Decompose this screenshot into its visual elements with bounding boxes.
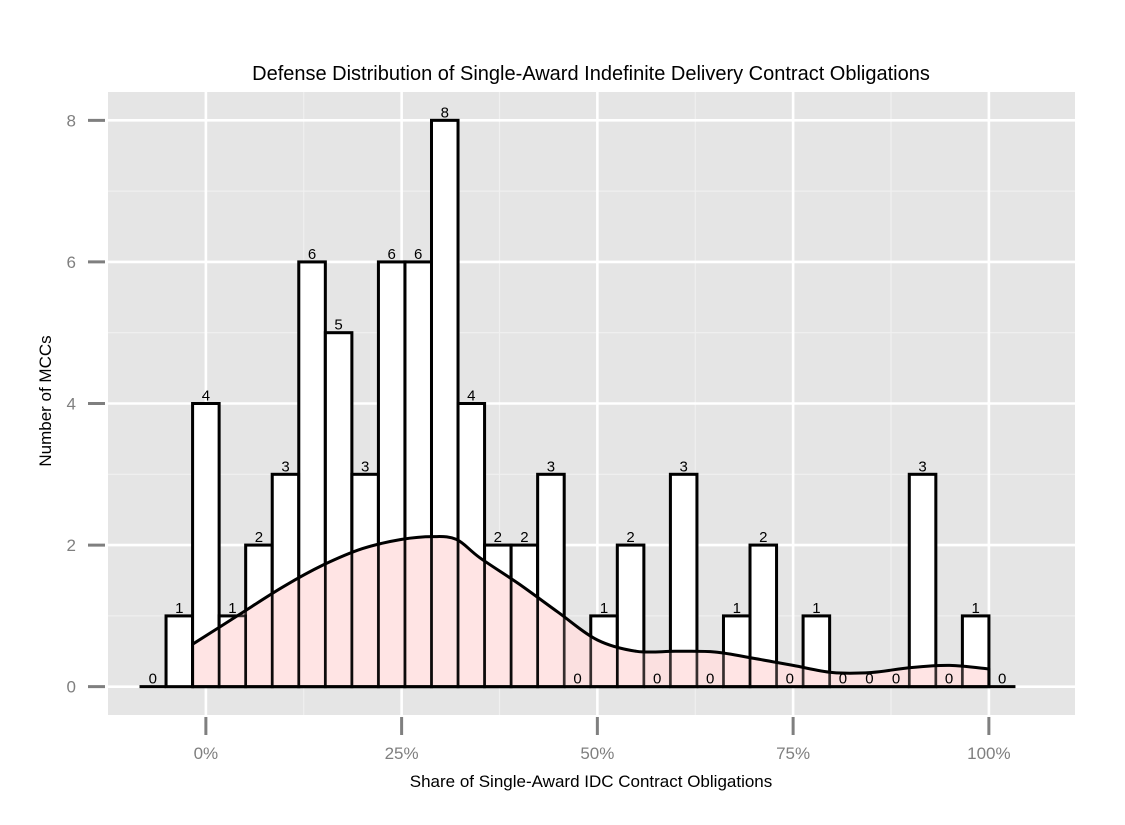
bar-count-label: 0 xyxy=(706,671,714,688)
histogram-bar xyxy=(164,614,195,689)
x-tick-label: 25% xyxy=(385,744,419,763)
bar-count-label: 5 xyxy=(334,317,342,334)
bar-count-label: 0 xyxy=(653,671,661,688)
density-area xyxy=(192,536,989,687)
bar-count-label: 1 xyxy=(971,600,979,617)
bar-count-label: 0 xyxy=(865,671,873,688)
bar-count-label: 0 xyxy=(573,671,581,688)
y-tick-label: 6 xyxy=(67,253,76,272)
bar-count-label: 4 xyxy=(467,388,475,405)
chart-title: Defense Distribution of Single-Award Ind… xyxy=(252,63,930,85)
histogram-bar-edge xyxy=(748,543,778,688)
y-tick-label: 0 xyxy=(67,678,76,697)
bar-count-label: 0 xyxy=(892,671,900,688)
bar-count-label: 1 xyxy=(600,600,608,617)
histogram-bar xyxy=(907,472,938,689)
bar-count-label: 6 xyxy=(414,246,422,263)
bar-count-label: 3 xyxy=(281,458,289,475)
bar-count-label: 3 xyxy=(679,458,687,475)
x-tick-label: 0% xyxy=(194,744,219,763)
bar-count-label: 0 xyxy=(998,671,1006,688)
bar-count-label: 3 xyxy=(547,458,555,475)
bar-count-label: 0 xyxy=(149,671,157,688)
histogram-bar-edge xyxy=(536,472,566,688)
x-tick-label: 50% xyxy=(580,744,614,763)
bar-count-label: 3 xyxy=(918,458,926,475)
bar-count-label: 2 xyxy=(626,529,634,546)
bar-count-label: 6 xyxy=(388,246,396,263)
bar-count-label: 2 xyxy=(520,529,528,546)
histogram-bar-edge xyxy=(961,614,991,688)
y-axis-label: Number of MCCs xyxy=(36,335,55,466)
bar-count-label: 1 xyxy=(175,600,183,617)
bar-count-label: 8 xyxy=(441,104,449,121)
y-tick-label: 4 xyxy=(67,395,76,414)
bar-count-label: 0 xyxy=(786,671,794,688)
histogram-bar-edge xyxy=(801,614,831,688)
bar-labels-layer: 0 1 4 1 2 3 6 5 3 6 6 8 4 2 2 3 0 1 2 0 3 0 1 2 0 1 0 0 0 3 0 1 0 xyxy=(149,104,1007,687)
bar-count-label: 6 xyxy=(308,246,316,263)
x-axis-label: Share of Single-Award IDC Contract Oblig… xyxy=(410,772,773,791)
x-tick-label: 100% xyxy=(967,744,1010,763)
bar-count-label: 0 xyxy=(945,671,953,688)
bar-count-label: 2 xyxy=(494,529,502,546)
histogram-bar-edge xyxy=(907,472,938,688)
histogram-bar-edge xyxy=(615,543,646,688)
bar-count-label: 1 xyxy=(812,600,820,617)
x-tick-label: 75% xyxy=(776,744,810,763)
bar-count-label: 3 xyxy=(361,458,369,475)
histogram-bar-edge xyxy=(669,472,699,688)
y-tick-label: 8 xyxy=(67,111,76,130)
axes-layer: 0 2 4 6 8 0% 25% 50% 75% 100% xyxy=(67,111,1011,763)
density-curve xyxy=(191,535,991,689)
bar-count-label: 4 xyxy=(202,388,210,405)
histogram-bar-edge xyxy=(191,402,221,688)
bar-count-label: 0 xyxy=(839,671,847,688)
bar-count-label: 1 xyxy=(733,600,741,617)
bar-count-label: 2 xyxy=(255,529,263,546)
bar-count-label: 1 xyxy=(228,600,236,617)
bar-count-label: 2 xyxy=(759,529,767,546)
density-line-layer xyxy=(164,119,991,689)
y-tick-label: 2 xyxy=(67,536,76,555)
